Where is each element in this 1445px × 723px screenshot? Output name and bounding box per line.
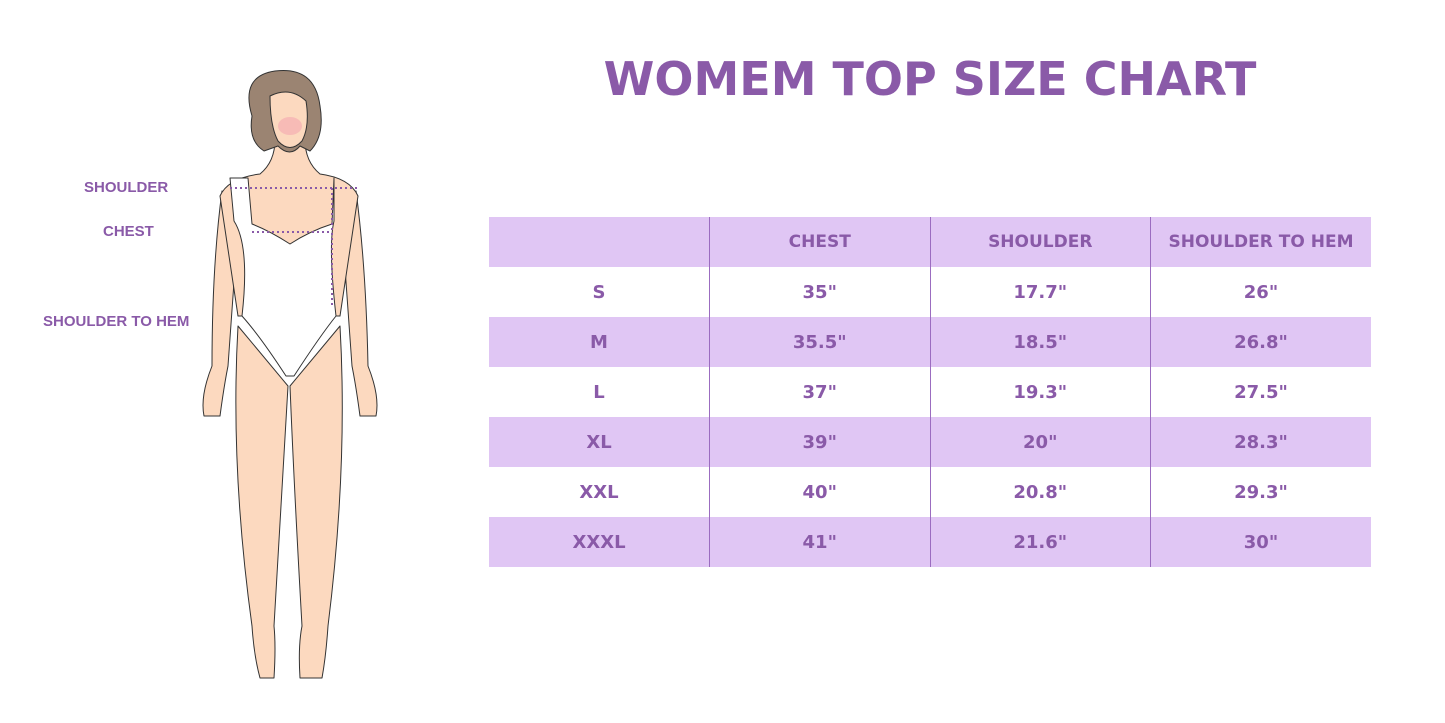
shoulder-to-hem-cell: 30": [1150, 517, 1371, 567]
size-cell: M: [590, 331, 608, 353]
chest-cell: 35.5": [709, 317, 930, 367]
chest-cell: 41": [709, 517, 930, 567]
shoulder-cell: 17.7": [929, 267, 1151, 317]
header-shoulder: SHOULDER: [929, 217, 1151, 267]
header-size: [489, 217, 710, 267]
shoulder-to-hem-cell: 29.3": [1150, 467, 1371, 517]
shoulder-cell: 19.3": [929, 367, 1151, 417]
size-cell: XXL: [579, 481, 619, 503]
chest-cell: 37": [709, 367, 930, 417]
table-row: XXXL 41" 21.6" 30": [489, 517, 1371, 567]
size-cell: XXXL: [572, 531, 626, 553]
shoulder-to-hem-cell: 26": [1150, 267, 1371, 317]
table-row: L 37" 19.3" 27.5": [489, 367, 1371, 417]
page-title: WOMEM TOP SIZE CHART: [603, 52, 1257, 106]
shoulder-cell: 20": [929, 417, 1151, 467]
table-row: M 35.5" 18.5" 26.8": [489, 317, 1371, 367]
shoulder-cell: 21.6": [929, 517, 1151, 567]
shoulder-to-hem-label: SHOULDER TO HEM: [43, 313, 190, 330]
shoulder-to-hem-cell: 26.8": [1150, 317, 1371, 367]
size-cell: L: [593, 381, 605, 403]
chest-cell: 40": [709, 467, 930, 517]
table-row: S 35" 17.7" 26": [489, 267, 1371, 317]
shoulder-label: SHOULDER: [84, 179, 169, 196]
shoulder-cell: 20.8": [929, 467, 1151, 517]
header-chest: CHEST: [709, 217, 930, 267]
chest-cell: 35": [709, 267, 930, 317]
table-row: XL 39" 20" 28.3": [489, 417, 1371, 467]
shoulder-to-hem-cell: 27.5": [1150, 367, 1371, 417]
shoulder-to-hem-cell: 28.3": [1150, 417, 1371, 467]
table-header-row: CHEST SHOULDER SHOULDER TO HEM: [489, 217, 1371, 267]
size-cell: XL: [586, 431, 612, 453]
body-figure-illustration: [202, 69, 378, 679]
size-chart-table: CHEST SHOULDER SHOULDER TO HEM S 35" 17.7"…: [489, 217, 1371, 567]
table-row: XXL 40" 20.8" 29.3": [489, 467, 1371, 517]
chest-label: CHEST: [103, 223, 154, 240]
header-shoulder-to-hem: SHOULDER TO HEM: [1150, 217, 1371, 267]
size-cell: S: [592, 281, 606, 303]
shoulder-cell: 18.5": [929, 317, 1151, 367]
chest-cell: 39": [709, 417, 930, 467]
